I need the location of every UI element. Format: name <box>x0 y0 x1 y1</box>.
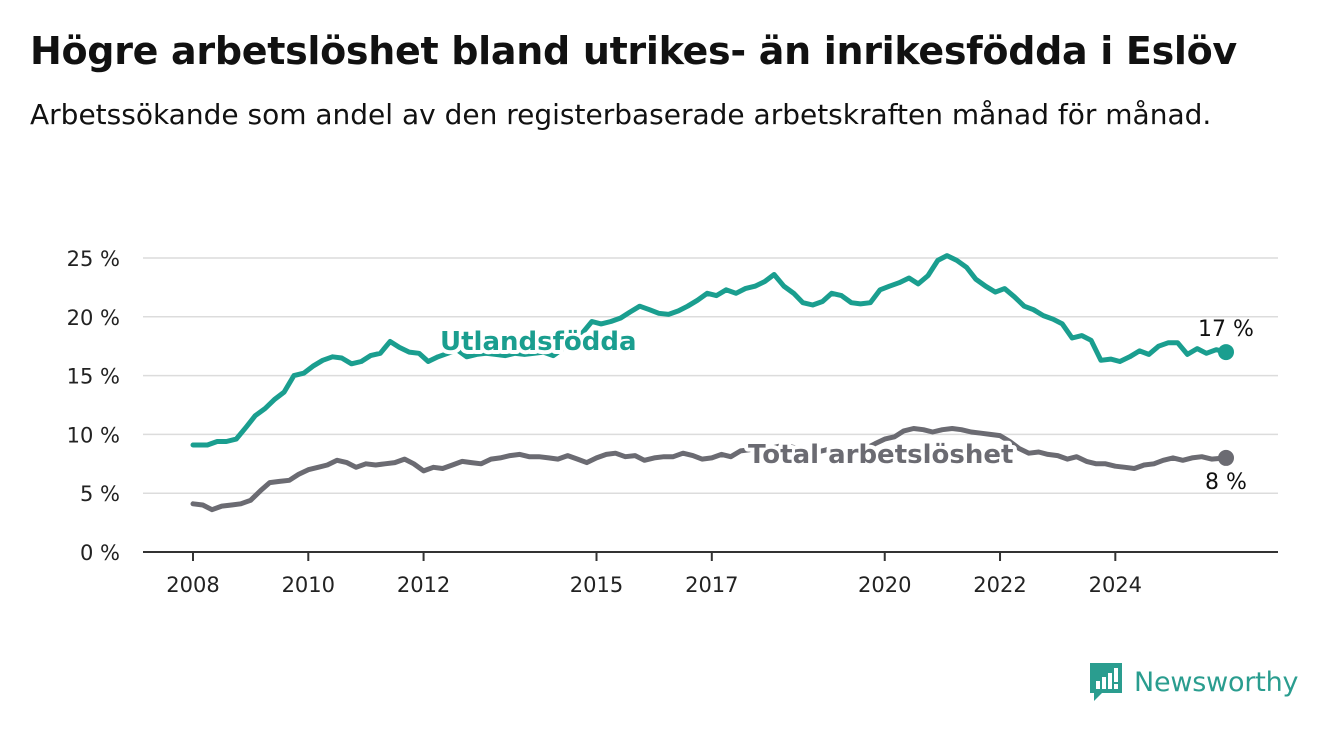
series-name-label-0: Utlandsfödda <box>440 327 637 357</box>
y-axis-tick-labels: 0 % 5 % 10 % 15 % 20 % 25 % <box>67 247 120 565</box>
newsworthy-logo-icon <box>1090 663 1122 701</box>
series-name-halo-1: Total arbetslöshet <box>748 440 1013 470</box>
x-axis: 2008 2010 2012 2015 2017 2020 2022 2024 <box>143 551 1278 597</box>
y-tick-label: 10 % <box>67 423 120 447</box>
series-end-label-0: 17 % <box>1198 317 1254 342</box>
x-tick-label: 2008 <box>166 573 219 597</box>
series-name-halo-0: Utlandsfödda <box>440 327 637 357</box>
brand-name: Newsworthy <box>1134 666 1299 698</box>
y-tick-label: 0 % <box>80 541 120 565</box>
x-tick-label: 2015 <box>570 573 623 597</box>
series-end-label-1: 8 % <box>1205 470 1247 495</box>
x-tick-label: 2012 <box>397 573 450 597</box>
y-tick-label: 5 % <box>80 482 120 506</box>
series-name-label-1: Total arbetslöshet <box>748 440 1013 470</box>
series-end-point-1 <box>1218 449 1234 466</box>
x-tick-label: 2010 <box>282 573 335 597</box>
y-tick-label: 20 % <box>67 306 120 330</box>
series-line-0 <box>190 253 1229 448</box>
grid-lines <box>143 257 1278 494</box>
x-tick-label: 2020 <box>858 573 911 597</box>
y-tick-label: 25 % <box>67 247 120 271</box>
y-tick-label: 15 % <box>67 365 120 389</box>
newsworthy-brand[interactable]: Newsworthy <box>1088 660 1299 704</box>
series-line-1 <box>190 426 1229 513</box>
chart-subtitle: Arbetssökande som andel av den registerb… <box>30 98 1212 131</box>
x-tick-label: 2024 <box>1089 573 1142 597</box>
chart-title: Högre arbetslöshet bland utrikes- än inr… <box>30 29 1237 73</box>
x-tick-label: 2017 <box>685 573 738 597</box>
x-tick-label: 2022 <box>973 573 1026 597</box>
series-lines <box>190 253 1234 513</box>
series-end-point-0 <box>1218 344 1234 361</box>
